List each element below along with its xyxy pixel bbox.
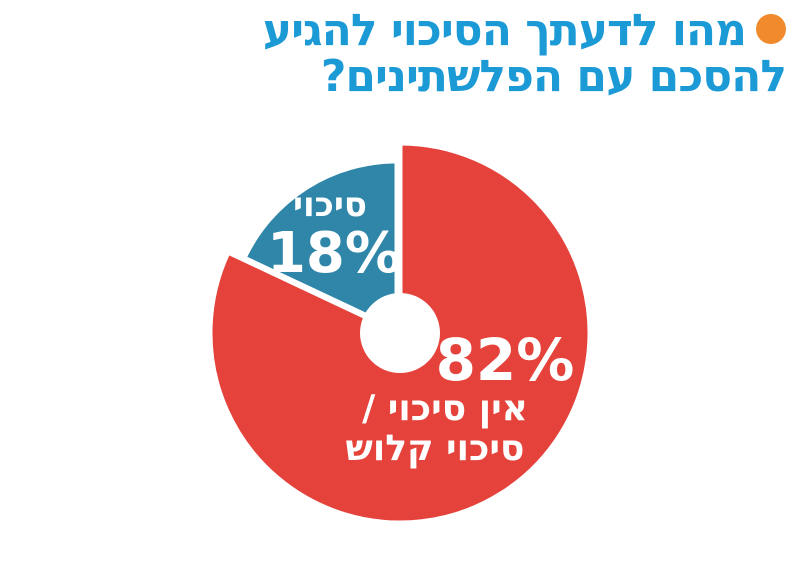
slice-0-label-line-1: אין סיכוי /	[362, 388, 528, 429]
slice-0-percent: 82%	[436, 326, 575, 394]
orange-bullet-icon	[756, 14, 786, 44]
slice-0-label-line-2: סיכוי קלוש	[346, 428, 525, 469]
pie-slice-1	[240, 158, 400, 334]
donut-hole	[360, 293, 440, 373]
title-line-2: להסכם עם הפלשתינים?	[320, 51, 787, 102]
slice-1-label-line-1: יש	[312, 147, 348, 187]
chart-title: מהו לדעתך הסיכוי להגיע להסכם עם הפלשתיני…	[6, 8, 787, 102]
slice-1-percent: 18%	[267, 221, 401, 286]
title-line-1: מהו לדעתך הסיכוי להגיע	[6, 8, 786, 54]
slice-1-label-line-2: סיכוי	[293, 185, 367, 225]
title-text-1: מהו לדעתך הסיכוי להגיע	[262, 5, 747, 56]
